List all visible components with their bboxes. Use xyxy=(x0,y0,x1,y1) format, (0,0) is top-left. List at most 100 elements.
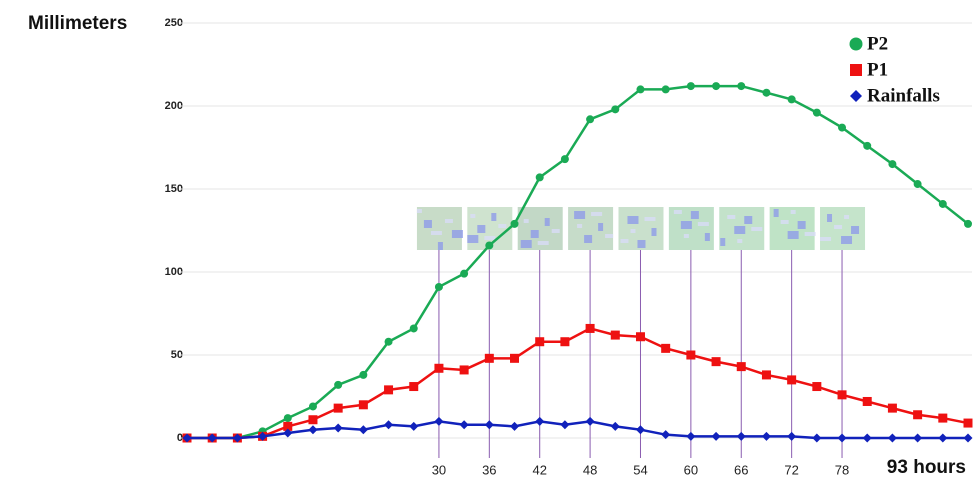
data-point xyxy=(787,375,796,384)
thumbnail xyxy=(820,207,865,250)
legend-marker xyxy=(850,38,863,51)
x-tick-label: 42 xyxy=(532,462,546,477)
data-point xyxy=(535,337,544,346)
thumbnail-detail xyxy=(744,216,752,224)
thumbnail-detail xyxy=(751,227,762,231)
thumbnail-detail xyxy=(651,228,656,236)
thumbnail-detail xyxy=(538,241,549,245)
thumbnail xyxy=(417,207,463,250)
thumbnail-detail xyxy=(598,223,603,231)
thumbnail-detail xyxy=(774,209,779,217)
data-point xyxy=(284,414,292,422)
data-point xyxy=(662,85,670,93)
data-point xyxy=(712,82,720,90)
data-point xyxy=(737,362,746,371)
thumbnail-detail xyxy=(521,240,532,248)
data-point xyxy=(309,402,317,410)
x-tick-label: 30 xyxy=(432,462,446,477)
thumbnail-detail xyxy=(445,219,453,223)
thumbnail-detail xyxy=(545,218,550,226)
data-point xyxy=(434,364,443,373)
data-point xyxy=(511,220,519,228)
data-point xyxy=(964,220,972,228)
data-point xyxy=(560,337,569,346)
thumbnail xyxy=(618,207,663,250)
data-point xyxy=(636,85,644,93)
thumbnail xyxy=(568,207,613,250)
data-point xyxy=(435,283,443,291)
thumbnail-detail xyxy=(584,235,592,243)
thumbnail-detail xyxy=(470,214,475,218)
thumbnail-detail xyxy=(691,211,699,219)
data-point xyxy=(938,414,947,423)
data-point xyxy=(888,404,897,413)
thumbnail-detail xyxy=(620,239,628,243)
data-point xyxy=(964,419,973,428)
chart: Millimeters 93 hours 0501001502002503036… xyxy=(0,0,976,500)
thumbnail-detail xyxy=(674,210,682,214)
thumbnail-detail xyxy=(820,237,831,241)
thumbnail-detail xyxy=(417,209,422,213)
data-point xyxy=(359,400,368,409)
thumbnail-detail xyxy=(477,225,485,233)
x-axis-label: 93 hours xyxy=(887,457,966,478)
data-point xyxy=(385,338,393,346)
data-point xyxy=(586,324,595,333)
thumbnail-detail xyxy=(727,215,735,219)
data-point xyxy=(888,160,896,168)
data-point xyxy=(939,200,947,208)
data-point xyxy=(611,105,619,113)
data-point xyxy=(863,397,872,406)
thumbnail-detail xyxy=(498,224,506,228)
data-point xyxy=(586,115,594,123)
legend-label: P2 xyxy=(867,33,888,54)
thumbnail-detail xyxy=(491,213,496,221)
thumbnail-detail xyxy=(720,238,725,246)
data-point xyxy=(914,180,922,188)
thumbnail-detail xyxy=(827,214,832,222)
thumbnail-detail xyxy=(531,230,539,238)
thumbnail-detail xyxy=(431,231,442,235)
thumbnail-detail xyxy=(737,239,742,243)
legend-label: Rainfalls xyxy=(867,85,940,106)
data-point xyxy=(308,415,317,424)
thumbnail-detail xyxy=(552,229,560,233)
thumbnail-detail xyxy=(798,221,806,229)
x-tick-label: 54 xyxy=(633,462,647,477)
thumbnail-detail xyxy=(524,219,529,223)
thumbnail-detail xyxy=(577,224,582,228)
thumbnail-detail xyxy=(681,221,692,229)
data-point xyxy=(813,109,821,117)
x-tick-label: 78 xyxy=(835,462,849,477)
thumbnail-detail xyxy=(698,222,709,226)
thumbnail xyxy=(518,207,563,250)
data-point xyxy=(788,95,796,103)
thumbnail-detail xyxy=(644,217,655,221)
thumbnail-detail xyxy=(734,226,745,234)
data-point xyxy=(838,124,846,132)
data-point xyxy=(460,270,468,278)
thumbnail-detail xyxy=(791,210,796,214)
data-point xyxy=(636,332,645,341)
thumbnail-detail xyxy=(591,212,602,216)
data-point xyxy=(762,89,770,97)
thumbnail-detail xyxy=(841,236,852,244)
data-point xyxy=(384,385,393,394)
data-point xyxy=(737,82,745,90)
data-point xyxy=(334,381,342,389)
data-point xyxy=(838,390,847,399)
data-point xyxy=(686,351,695,360)
thumbnail-detail xyxy=(452,230,463,238)
thumbnail-detail xyxy=(684,234,689,238)
thumbnail-detail xyxy=(705,233,710,241)
thumbnail-detail xyxy=(844,215,849,219)
data-point xyxy=(812,382,821,391)
data-point xyxy=(334,404,343,413)
data-point xyxy=(913,410,922,419)
data-point xyxy=(409,382,418,391)
thumbnail-detail xyxy=(484,236,495,240)
thumbnail xyxy=(719,207,764,250)
data-point xyxy=(687,82,695,90)
legend-marker xyxy=(850,64,862,76)
thumbnail-detail xyxy=(834,225,842,229)
